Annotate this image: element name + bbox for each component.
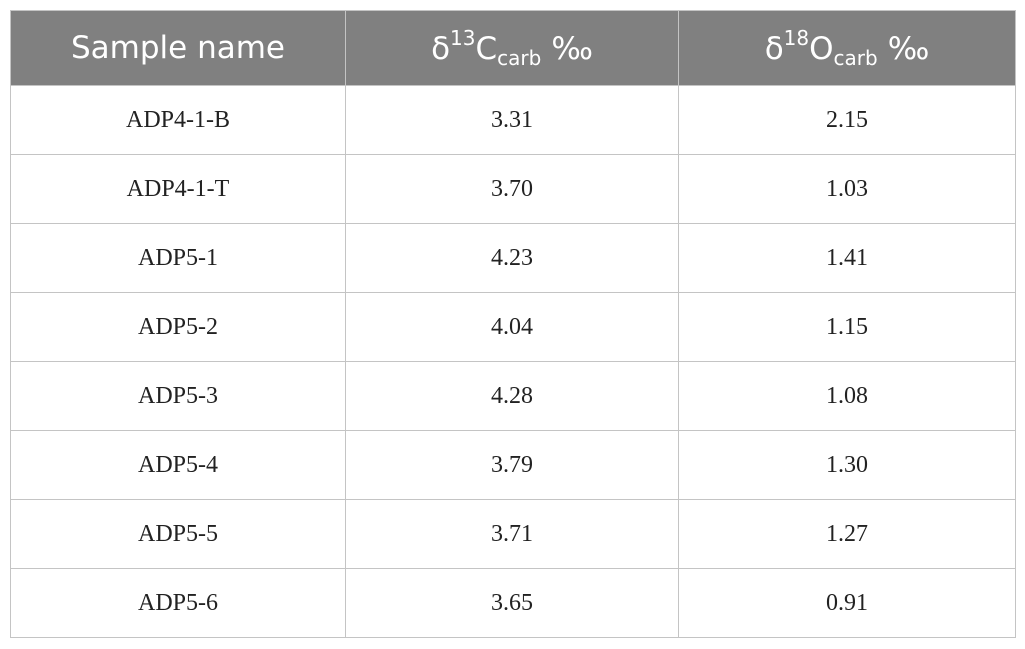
header-cell: Sample name: [10, 10, 346, 86]
table-row: ADP5-3 4.28 1.08: [10, 361, 1016, 431]
header-row: Sample name δ13Ccarb ‰ δ18Ocarb ‰: [10, 10, 1016, 86]
table-cell: 1.30: [678, 430, 1016, 500]
table-cell: 1.03: [678, 154, 1016, 224]
table-cell: 1.08: [678, 361, 1016, 431]
table-cell: ADP5-1: [10, 223, 346, 293]
table-row: ADP4-1-B 3.31 2.15: [10, 85, 1016, 155]
table-cell: 2.15: [678, 85, 1016, 155]
table-cell: 3.71: [345, 499, 679, 569]
table-cell: 3.70: [345, 154, 679, 224]
table-cell: ADP5-5: [10, 499, 346, 569]
table-row: ADP5-4 3.79 1.30: [10, 430, 1016, 500]
table-cell: ADP4-1-B: [10, 85, 346, 155]
header-unit: ‰: [887, 31, 930, 67]
table-cell: ADP5-6: [10, 568, 346, 638]
table-body: ADP4-1-B 3.31 2.15 ADP4-1-T 3.70 1.03 ADP5-1 4.…: [10, 85, 1016, 638]
header-sup: 13: [450, 26, 476, 50]
header-sub: carb: [497, 46, 542, 70]
table-cell: 3.65: [345, 568, 679, 638]
header-symbol: δ: [764, 31, 784, 67]
table-cell: 3.31: [345, 85, 679, 155]
table-cell: 3.79: [345, 430, 679, 500]
table-cell: 0.91: [678, 568, 1016, 638]
table-cell: 4.04: [345, 292, 679, 362]
table-row: ADP5-5 3.71 1.27: [10, 499, 1016, 569]
table-cell: ADP5-2: [10, 292, 346, 362]
table-row: ADP5-6 3.65 0.91: [10, 568, 1016, 638]
header-cell: δ18Ocarb ‰: [678, 10, 1016, 86]
header-unit: ‰: [551, 31, 593, 67]
header-sub: carb: [833, 46, 878, 70]
header-cell: δ13Ccarb ‰: [345, 10, 679, 86]
table-row: ADP5-1 4.23 1.41: [10, 223, 1016, 293]
table-cell: ADP5-3: [10, 361, 346, 431]
header-main: O: [809, 31, 834, 67]
table-row: ADP4-1-T 3.70 1.03: [10, 154, 1016, 224]
table-row: ADP5-2 4.04 1.15: [10, 292, 1016, 362]
data-table: Sample name δ13Ccarb ‰ δ18Ocarb ‰ ADP4-1-B 3.…: [10, 10, 1016, 638]
table-cell: 4.23: [345, 223, 679, 293]
header-text: Sample name: [70, 30, 285, 66]
table-cell: 4.28: [345, 361, 679, 431]
header-main: C: [475, 31, 498, 67]
table-cell: ADP5-4: [10, 430, 346, 500]
table-cell: 1.15: [678, 292, 1016, 362]
table-cell: 1.27: [678, 499, 1016, 569]
table-cell: ADP4-1-T: [10, 154, 346, 224]
table-cell: 1.41: [678, 223, 1016, 293]
header-symbol: δ: [431, 31, 451, 67]
header-sup: 18: [783, 26, 810, 50]
